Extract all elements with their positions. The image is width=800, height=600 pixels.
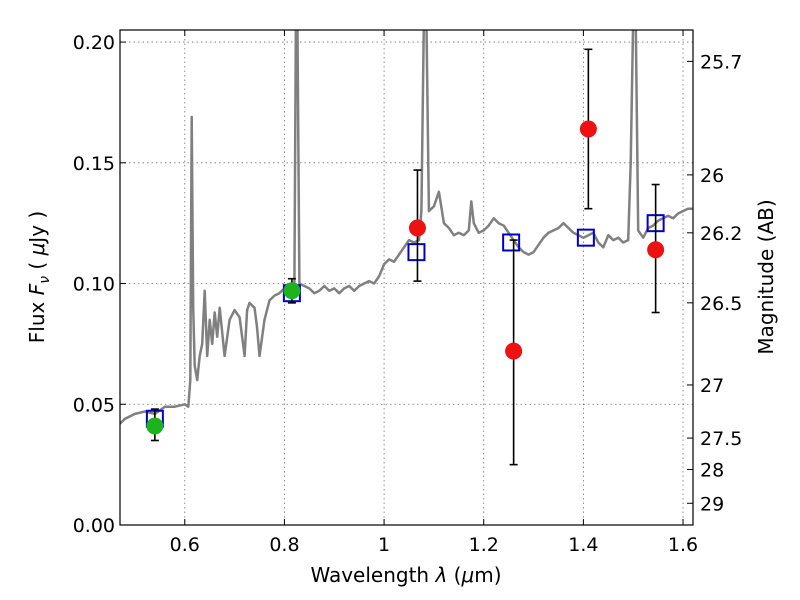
observed-flux-point (579, 120, 597, 138)
observed-flux-point (505, 342, 523, 360)
y-axis-label-left: Flux Fν ( μJy ) (25, 211, 53, 343)
observed-flux-point (647, 241, 665, 259)
mag-tick-label: 27 (700, 375, 724, 397)
x-tick-label: 1.4 (568, 534, 598, 556)
x-tick-label: 1.6 (668, 534, 698, 556)
y-tick-label: 0.00 (73, 515, 115, 537)
mag-tick-label: 26.5 (700, 293, 742, 315)
plot-area (120, 30, 693, 466)
observed-flux-point (283, 282, 301, 300)
x-tick-label: 0.8 (269, 534, 299, 556)
y-axis-label-right: Magnitude (AB) (754, 199, 778, 354)
mag-tick-label: 25.7 (700, 51, 742, 73)
grid-lines (120, 30, 693, 526)
y-tick-label: 0.05 (73, 394, 115, 416)
x-axis-label: Wavelength λ (μm) (310, 563, 501, 587)
mag-tick-label: 26 (700, 165, 724, 187)
x-tick-label: 1.2 (469, 534, 499, 556)
plot-frame (119, 29, 694, 526)
mag-tick-label: 26.2 (700, 223, 742, 245)
x-tick-label: 0.6 (170, 534, 200, 556)
model-photometry-square (576, 228, 595, 247)
y-tick-label: 0.20 (73, 32, 115, 54)
mag-tick-label: 28 (700, 459, 724, 481)
mag-tick-label: 27.5 (700, 428, 742, 450)
spectrum-line (120, 30, 693, 425)
model-photometry-square (407, 243, 426, 262)
x-tick-label: 1 (378, 534, 390, 556)
axis-ticks: 0.6 0.8 1 1.2 1.4 1.6 0.00 0.05 0.10 0.15 0.20 25.7… (73, 30, 742, 556)
mag-tick-label: 29 (700, 493, 724, 515)
y-tick-label: 0.10 (73, 274, 115, 296)
y-tick-label: 0.15 (73, 153, 115, 175)
observed-flux-point (408, 219, 426, 237)
model-photometry-square (502, 233, 521, 252)
observed-flux-point (146, 417, 164, 435)
